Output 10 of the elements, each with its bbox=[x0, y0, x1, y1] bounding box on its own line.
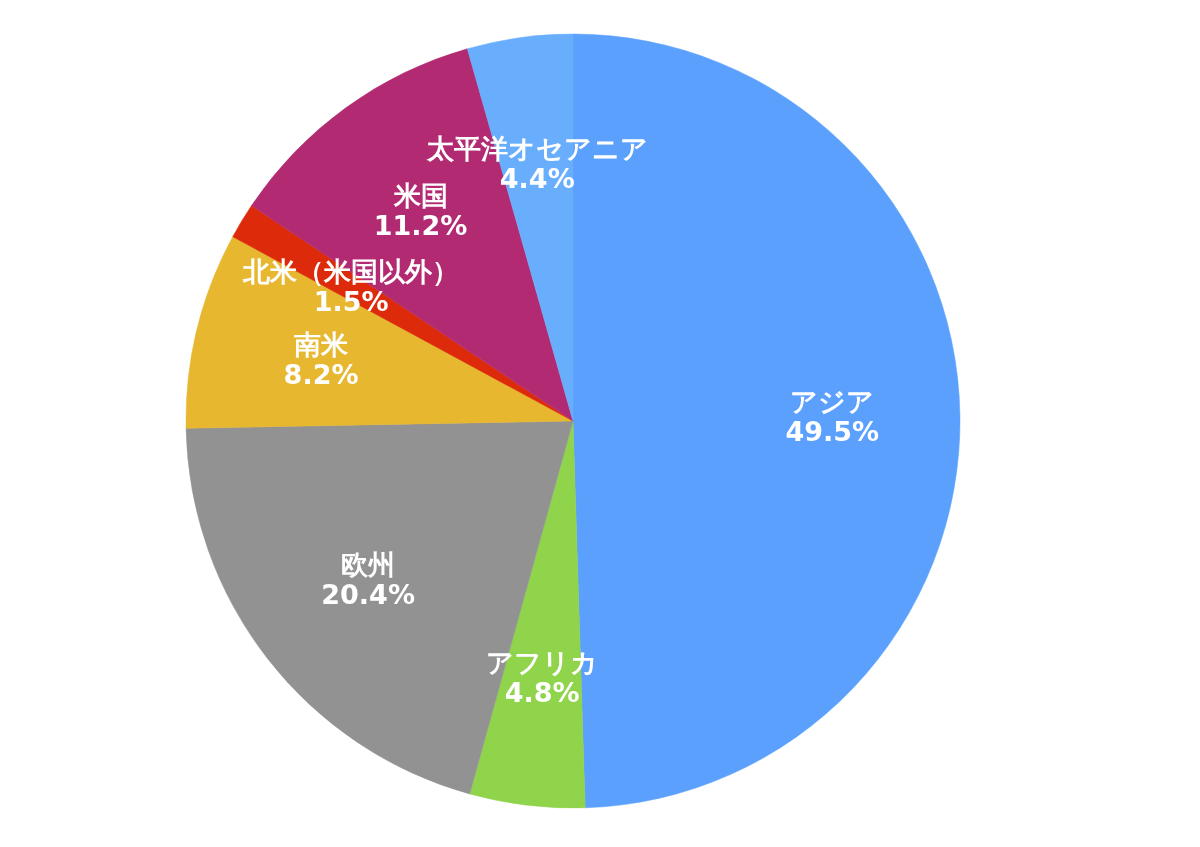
slice-label: 欧州 bbox=[341, 548, 396, 580]
data-label: 49.5% bbox=[785, 415, 880, 447]
slice-label: アジア bbox=[790, 385, 875, 417]
slice-label: 南米 bbox=[293, 328, 349, 360]
data-label: 11.2% bbox=[373, 210, 468, 242]
slice-label: 北米（米国以外） bbox=[242, 255, 460, 287]
data-label: 20.4% bbox=[321, 578, 415, 610]
data-label: 4.8% bbox=[504, 677, 580, 709]
data-label: 8.2% bbox=[283, 358, 359, 390]
slice-label: 米国 bbox=[392, 180, 448, 212]
